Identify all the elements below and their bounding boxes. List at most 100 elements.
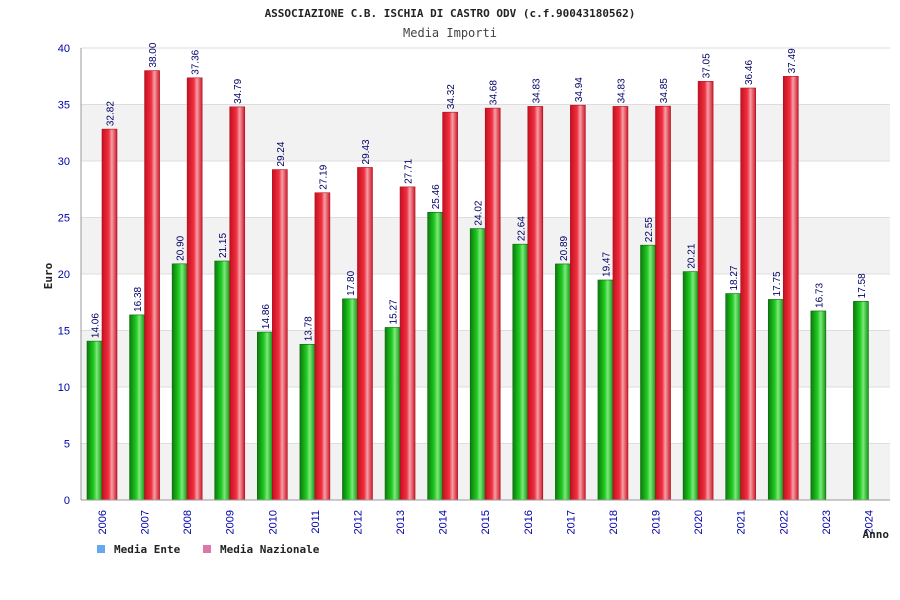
- bar-media-nazionale-2016: [527, 106, 544, 501]
- value-label: 32.82: [106, 101, 117, 126]
- bar-media-nazionale-2022: [782, 76, 799, 501]
- value-label: 17.75: [772, 271, 783, 296]
- value-label: 29.24: [276, 141, 287, 166]
- x-tick-label: 2007: [140, 510, 152, 534]
- bar-media-ente-2007: [129, 314, 145, 501]
- x-tick-label: 2018: [608, 510, 620, 534]
- bar-media-ente-2006: [86, 340, 103, 501]
- bar-media-ente-2011: [299, 343, 316, 501]
- x-tick-label: 2006: [97, 510, 109, 534]
- bar-media-ente-2015: [469, 228, 486, 501]
- bar-media-ente-2020: [682, 271, 699, 501]
- value-label: 20.90: [176, 235, 187, 260]
- x-tick-label: 2024: [863, 510, 875, 534]
- value-label: 37.05: [702, 53, 713, 78]
- y-tick-label: 5: [64, 439, 70, 451]
- value-label: 14.86: [261, 304, 272, 329]
- x-axis-label: Anno: [863, 528, 890, 541]
- value-label: 38.00: [148, 42, 159, 67]
- bar-media-ente-2014: [427, 212, 443, 501]
- value-label: 19.47: [601, 252, 612, 277]
- bar-media-ente-2013: [384, 327, 401, 501]
- legend-label-media-ente: Media Ente: [114, 543, 181, 556]
- y-tick-label: 20: [58, 269, 70, 281]
- value-label: 37.36: [191, 49, 202, 74]
- value-label: 18.27: [729, 265, 740, 290]
- axes: [80, 48, 890, 501]
- x-tick-label: 2009: [225, 510, 237, 534]
- bar-media-nazionale-2019: [655, 105, 671, 501]
- value-label: 17.80: [346, 270, 357, 295]
- bar-media-nazionale-2008: [186, 77, 203, 501]
- y-tick-label: 0: [64, 495, 70, 507]
- value-label: 22.55: [644, 217, 655, 242]
- value-label: 34.94: [574, 77, 585, 102]
- bar-media-nazionale-2020: [697, 81, 714, 501]
- bar-media-nazionale-2014: [442, 111, 458, 501]
- x-tick-label: 2022: [778, 510, 790, 534]
- chart-subtitle: Media Importi: [403, 26, 497, 40]
- x-tick-label: 2014: [438, 510, 450, 534]
- bar-media-nazionale-2021: [740, 87, 756, 501]
- bar-media-nazionale-2009: [229, 106, 246, 501]
- bar-media-ente-2024: [853, 301, 869, 501]
- bar-media-ente-2016: [512, 243, 529, 501]
- x-tick-label: 2012: [352, 510, 364, 534]
- value-label: 34.79: [233, 78, 244, 103]
- bar-media-nazionale-2017: [570, 104, 586, 501]
- x-tick-label: 2020: [693, 510, 705, 534]
- x-axis-ticks: 2006 2007 2008 2009 2010 2011 2012 2013 2014 2015…: [97, 510, 875, 534]
- y-tick-label: 40: [58, 43, 70, 55]
- y-tick-label: 25: [58, 213, 70, 225]
- y-axis-label: Euro: [42, 262, 55, 289]
- value-label: 17.58: [857, 273, 868, 298]
- legend-swatch-media-nazionale: [203, 545, 211, 553]
- x-tick-label: 2017: [565, 510, 577, 534]
- y-axis-ticks: 0 5 10 15 20 25 30 35 40: [58, 43, 70, 507]
- y-tick-label: 30: [58, 156, 70, 168]
- bar-media-ente-2023: [810, 310, 827, 501]
- bar-media-ente-2021: [725, 293, 741, 501]
- value-labels: 14.06 16.38 20.90 21.15 14.86 13.78 17.80 15.27…: [91, 42, 868, 341]
- bar-media-ente-2009: [214, 260, 231, 501]
- value-label: 34.68: [489, 80, 500, 105]
- value-label: 14.06: [91, 313, 102, 338]
- x-tick-label: 2023: [821, 510, 833, 534]
- legend-swatch-media-ente: [97, 545, 105, 553]
- x-tick-label: 2021: [736, 510, 748, 534]
- bar-media-ente-2008: [171, 263, 188, 501]
- bar-media-nazionale-2013: [399, 186, 416, 501]
- chart-title: ASSOCIAZIONE C.B. ISCHIA DI CASTRO ODV (…: [265, 7, 636, 20]
- value-label: 34.83: [531, 78, 542, 103]
- value-label: 34.83: [616, 78, 627, 103]
- y-tick-label: 35: [58, 100, 70, 112]
- value-label: 34.32: [446, 84, 457, 109]
- bar-media-ente-2022: [767, 299, 784, 501]
- y-tick-label: 10: [58, 382, 70, 394]
- value-label: 29.43: [361, 139, 372, 164]
- value-label: 15.27: [389, 299, 400, 324]
- bar-media-ente-2017: [555, 263, 571, 501]
- bar-media-nazionale-2018: [612, 106, 629, 501]
- legend-label-media-nazionale: Media Nazionale: [220, 543, 320, 556]
- bar-media-ente-2012: [342, 298, 358, 501]
- x-tick-label: 2015: [480, 510, 492, 534]
- x-tick-label: 2008: [182, 510, 194, 534]
- y-tick-label: 15: [58, 326, 70, 338]
- x-tick-label: 2010: [267, 510, 279, 534]
- x-tick-label: 2011: [310, 510, 322, 534]
- legend: Media Ente Media Nazionale: [97, 543, 320, 556]
- value-label: 27.71: [404, 158, 415, 183]
- value-label: 36.46: [744, 60, 755, 85]
- value-label: 13.78: [303, 316, 314, 341]
- x-tick-label: 2013: [395, 510, 407, 534]
- value-label: 21.15: [218, 233, 229, 258]
- bar-media-nazionale-2010: [272, 169, 288, 501]
- value-label: 24.02: [474, 200, 485, 225]
- x-tick-label: 2016: [523, 510, 535, 534]
- value-label: 16.73: [814, 282, 825, 307]
- bar-media-nazionale-2007: [144, 70, 160, 501]
- bar-media-nazionale-2006: [101, 128, 118, 501]
- bar-media-ente-2019: [640, 244, 656, 501]
